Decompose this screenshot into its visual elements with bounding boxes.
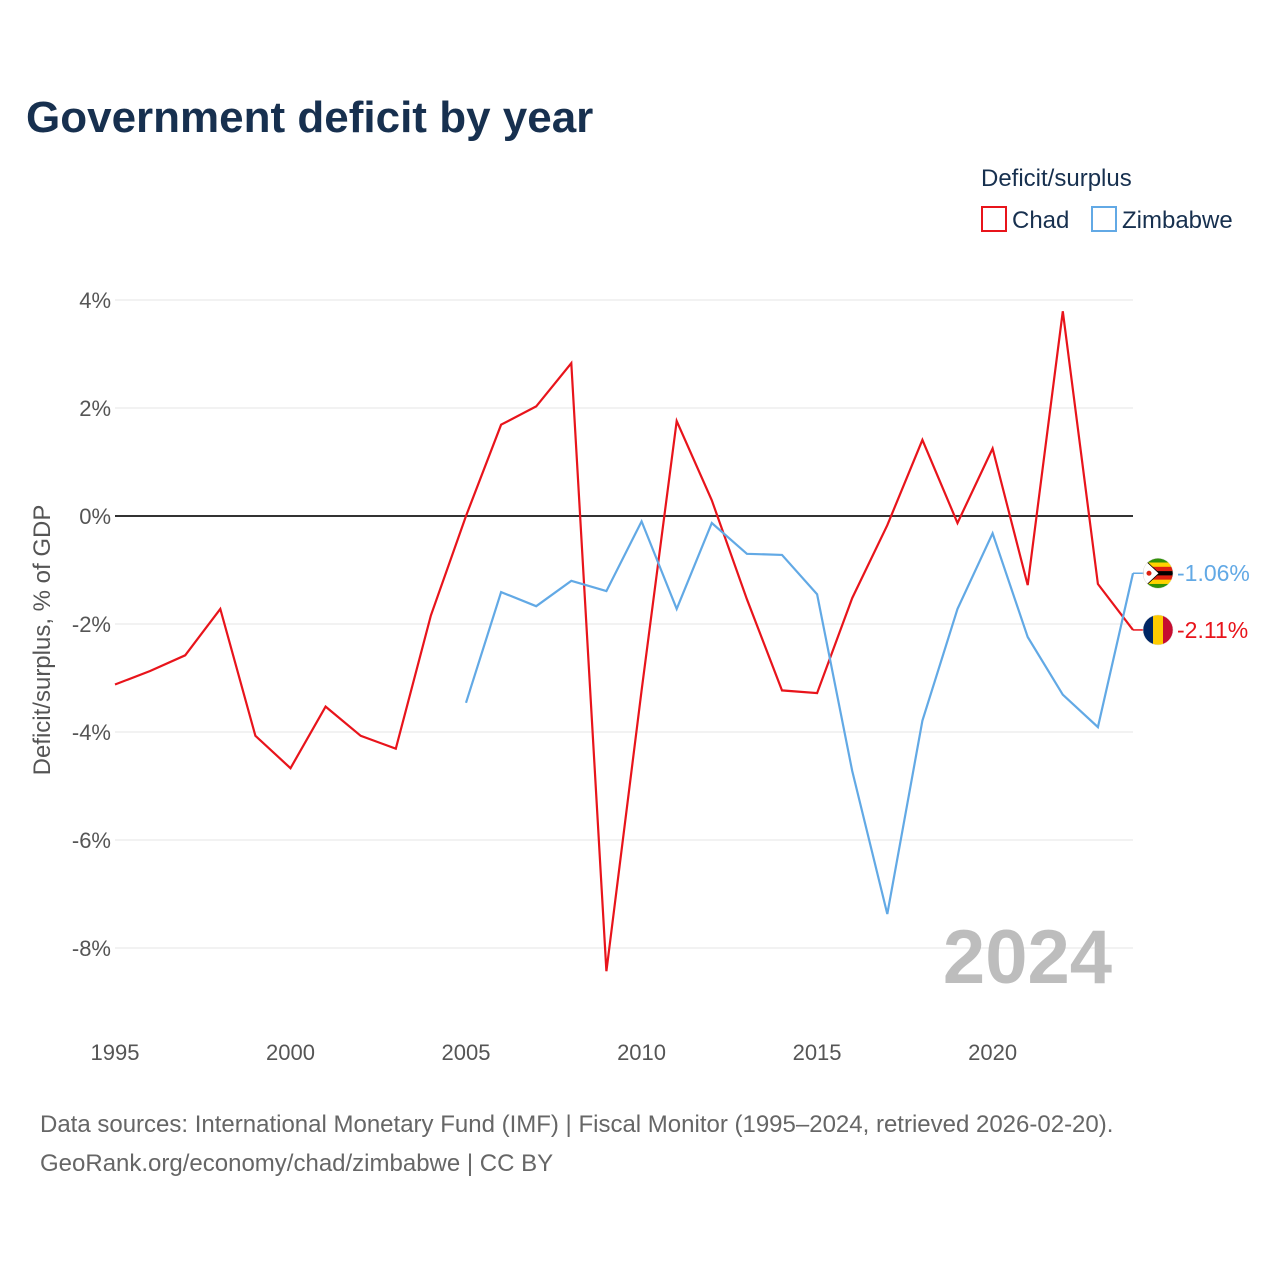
legend-swatch-zimbabwe	[1091, 206, 1117, 232]
legend[interactable]: Chad Zimbabwe	[981, 206, 1233, 234]
gridlines	[115, 299, 1133, 949]
legend-item-chad[interactable]: Chad	[981, 206, 1069, 234]
legend-swatch-chad	[981, 206, 1007, 232]
x-axis-ticks: 1995 2000 2005 2010 2015 2020	[91, 1040, 1018, 1065]
x-tick-label: 1995	[91, 1040, 140, 1065]
x-tick-label: 2020	[968, 1040, 1017, 1065]
series-lines	[114, 311, 1135, 972]
end-label-chad: -2.11%	[1177, 617, 1248, 643]
y-tick-label: 4%	[79, 288, 111, 313]
x-tick-label: 2015	[793, 1040, 842, 1065]
series-line-zimbabwe[interactable]	[464, 518, 1135, 915]
y-tick-label: -2%	[72, 612, 111, 637]
legend-item-zimbabwe[interactable]: Zimbabwe	[1091, 206, 1233, 234]
y-tick-label: -8%	[72, 936, 111, 961]
x-tick-label: 2005	[442, 1040, 491, 1065]
x-tick-label: 2010	[617, 1040, 666, 1065]
series-line-chad[interactable]	[114, 311, 1134, 972]
credit-line[interactable]: GeoRank.org/economy/chad/zimbabwe | CC B…	[40, 1150, 553, 1177]
chad-flag-icon	[1142, 614, 1174, 646]
year-stamp: 2024	[943, 915, 1112, 1000]
x-tick-label: 2000	[266, 1040, 315, 1065]
zimbabwe-flag-icon	[1142, 557, 1174, 589]
y-tick-label: 2%	[79, 396, 111, 421]
chart-title: Government deficit by year	[26, 93, 593, 142]
end-markers: -2.11% -1.06%	[1133, 557, 1250, 646]
legend-label-zimbabwe: Zimbabwe	[1122, 207, 1233, 234]
source-line: Data sources: International Monetary Fun…	[40, 1111, 1113, 1138]
y-tick-label: -6%	[72, 828, 111, 853]
y-tick-label: 0%	[79, 504, 111, 529]
end-label-zimbabwe: -1.06%	[1177, 560, 1250, 586]
legend-label-chad: Chad	[1012, 207, 1069, 234]
y-axis-title: Deficit/surplus, % of GDP	[29, 505, 56, 776]
legend-title: Deficit/surplus	[981, 165, 1132, 192]
y-axis-ticks: 4% 2% 0% -2% -4% -6% -8%	[72, 288, 111, 961]
y-tick-label: -4%	[72, 720, 111, 745]
